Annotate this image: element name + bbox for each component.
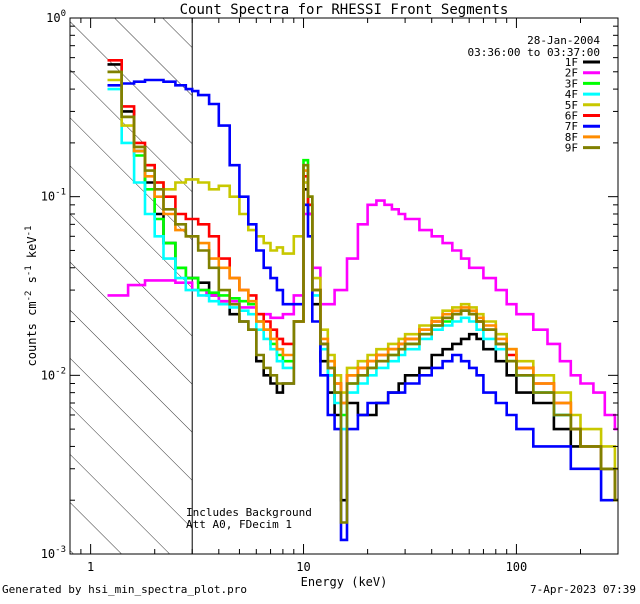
x-tick-label: 10 (296, 560, 310, 574)
x-axis-label: Energy (keV) (301, 575, 388, 589)
x-tick-label: 1 (87, 560, 94, 574)
x-tick-label: 100 (506, 560, 528, 574)
plot-frame (69, 17, 619, 555)
legend-label-6F: 6F (565, 110, 578, 123)
chart-title: Count Spectra for RHESSI Front Segments (180, 2, 509, 18)
series-5F (107, 78, 618, 471)
y-tick-label: 100 (46, 9, 66, 25)
y-tick-label: 10-3 (41, 545, 66, 561)
series-4F (107, 87, 618, 502)
legend-label-4F: 4F (565, 88, 578, 101)
legend-label-8F: 8F (565, 131, 578, 144)
legend-label-9F: 9F (565, 142, 578, 155)
note-background: Includes Background (186, 506, 312, 519)
y-tick-label: 10-1 (41, 188, 66, 204)
footer-timestamp: 7-Apr-2023 07:39 (530, 583, 636, 596)
legend-label-5F: 5F (565, 99, 578, 112)
legend-label-3F: 3F (565, 77, 578, 90)
series-8F (107, 70, 618, 502)
note-attenuator: Att A0, FDecim 1 (186, 518, 292, 531)
legend-label-7F: 7F (565, 120, 578, 133)
legend-label-1F: 1F (565, 56, 578, 69)
series-7F (107, 78, 618, 542)
legend-label-2F: 2F (565, 67, 578, 80)
time-range-label: 03:36:00 to 03:37:00 (468, 46, 600, 59)
series-9F (107, 70, 618, 524)
date-label: 28-Jan-2004 (527, 34, 600, 47)
y-tick-label: 10-2 (41, 366, 66, 382)
y-axis-label: counts cm-2 s-1 keV-1 (24, 226, 39, 367)
footer-generator: Generated by hsi_min_spectra_plot.pro (2, 583, 248, 596)
